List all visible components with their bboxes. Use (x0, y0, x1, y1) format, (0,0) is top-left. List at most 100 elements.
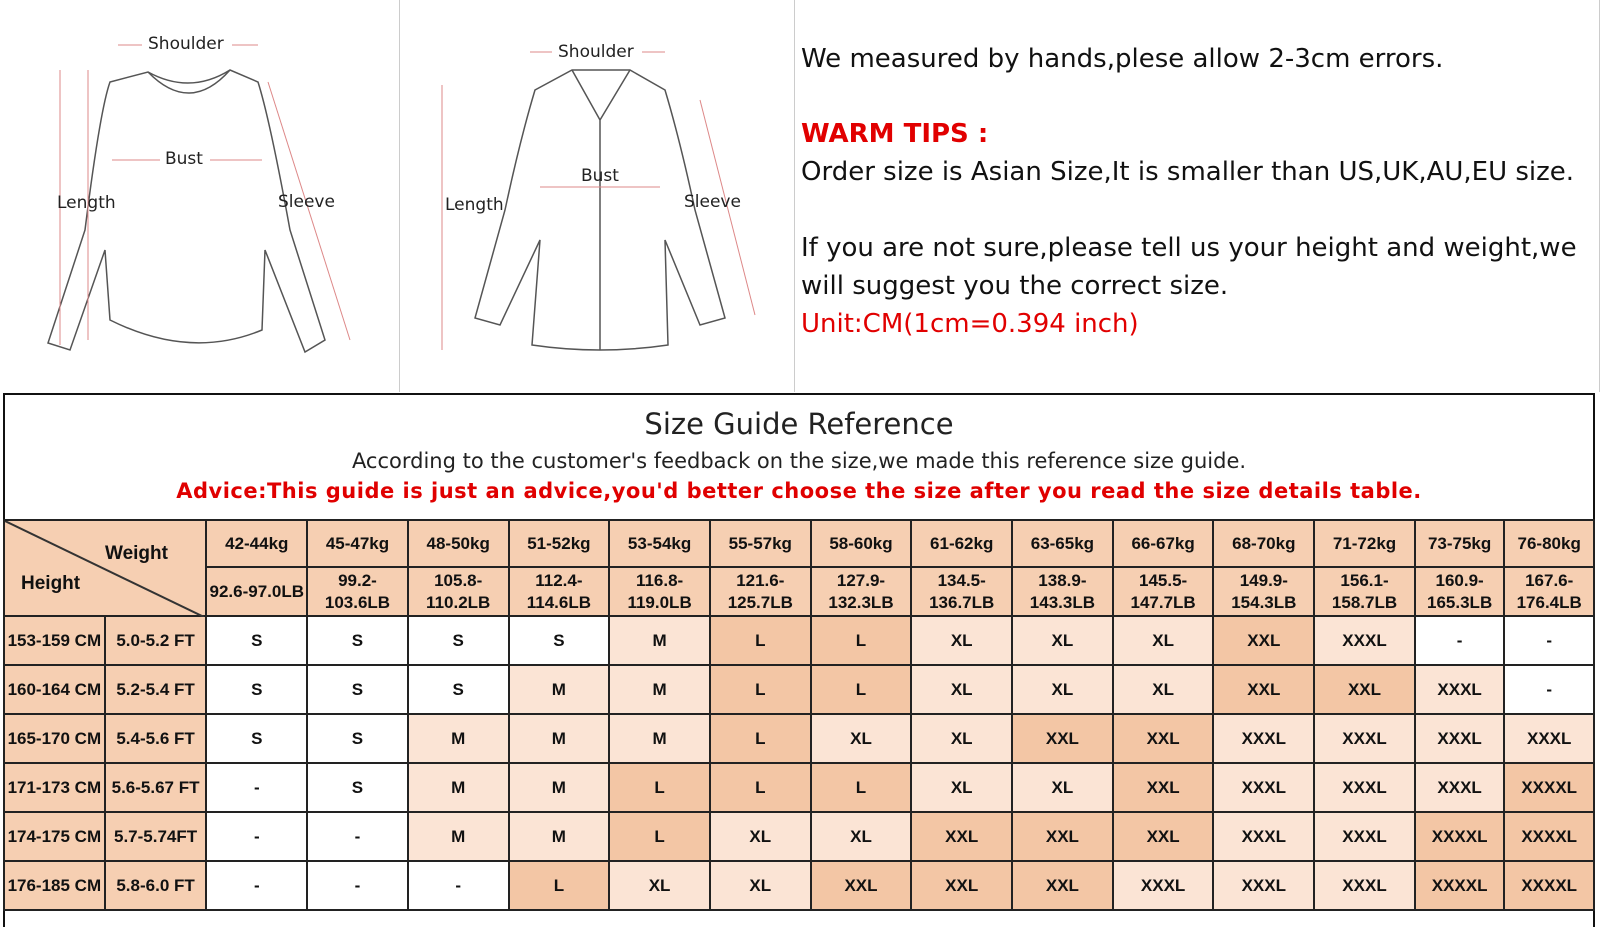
size-cell: XL (910, 664, 1014, 715)
size-cell: L (708, 615, 812, 666)
size-cell: - (306, 860, 409, 911)
height-cm: 171-173 CM (3, 762, 106, 813)
size-cell: L (809, 615, 913, 666)
weight-corner-label: Weight (105, 543, 168, 564)
unit-note: Unit:CM(1cm=0.394 inch) (801, 309, 1139, 339)
height-ft: 5.4-5.6 FT (103, 713, 208, 764)
size-cell: XXL (910, 860, 1014, 911)
bust-label: Bust (581, 166, 619, 186)
size-cell: M (608, 664, 711, 715)
size-cell: XXL (1212, 664, 1316, 715)
weight-lb-header: 134.5-136.7LB (910, 566, 1014, 617)
corner-header: Weight Height (2, 519, 208, 617)
size-cell: XXL (910, 811, 1014, 862)
order-size-note: Order size is Asian Size,It is smaller t… (801, 157, 1575, 187)
size-cell: S (205, 713, 309, 764)
size-cell: M (608, 713, 711, 764)
size-cell: L (809, 762, 913, 813)
size-cell: - (205, 762, 309, 813)
weight-kg-header: 53-54kg (608, 519, 711, 568)
weight-kg-header: 45-47kg (306, 519, 409, 568)
size-cell: L (608, 762, 711, 813)
tshirt-illustration: Shoulder Bust Length Sleeve (47, 32, 351, 354)
weight-lb-header: 105.8-110.2LB (406, 566, 510, 617)
weight-kg-header: 55-57kg (708, 519, 812, 568)
weight-lb-header: 160.9-165.3LB (1413, 566, 1506, 617)
size-cell: - (306, 811, 409, 862)
table-row: 153-159 CM 5.0-5.2 FT S S S S M L L XL XL XL XXL XXXL… (3, 615, 1595, 666)
weight-kg-header: 71-72kg (1313, 519, 1416, 568)
height-ft: 5.2-5.4 FT (103, 664, 208, 715)
shoulder-label: Shoulder (558, 42, 634, 62)
size-cell: XL (708, 860, 812, 911)
length-label: Length (57, 193, 116, 213)
height-cm: 176-185 CM (3, 860, 106, 911)
weight-lb-header: 116.8-119.0LB (608, 566, 711, 617)
shoulder-label: Shoulder (148, 34, 224, 54)
size-cell: XXXL (1212, 762, 1316, 813)
table-row: 176-185 CM 5.8-6.0 FT - - - L XL XL XXL XXL XXL XXX… (3, 860, 1595, 911)
size-cell: XXXL (1313, 860, 1416, 911)
size-cell: XXXL (1413, 713, 1506, 764)
weight-lb-header: 167.6-176.4LB (1503, 566, 1595, 617)
weight-lb-header: 112.4-114.6LB (507, 566, 611, 617)
weight-kg-header: 63-65kg (1011, 519, 1114, 568)
size-cell: M (406, 811, 510, 862)
size-cell: M (406, 762, 510, 813)
size-cell: XL (1111, 664, 1215, 715)
size-cell: L (507, 860, 611, 911)
size-cell: - (406, 860, 510, 911)
guide-advice: Advice:This guide is just an advice,you'… (176, 479, 1422, 503)
size-cell: XXXL (1313, 615, 1416, 666)
size-cell: M (507, 811, 611, 862)
weight-lb-header: 149.9-154.3LB (1212, 566, 1316, 617)
size-cell: XL (809, 713, 913, 764)
weight-kg-header: 76-80kg (1503, 519, 1595, 568)
size-cell: XL (1011, 762, 1114, 813)
size-cell: XL (608, 860, 711, 911)
size-cell: XXXL (1313, 713, 1416, 764)
height-ft: 5.6-5.67 FT (103, 762, 208, 813)
size-cell: M (608, 615, 711, 666)
height-corner-label: Height (21, 573, 81, 594)
size-cell: XXXXL (1413, 811, 1506, 862)
table-row: 171-173 CM 5.6-5.67 FT - S M M L L L XL XL XXL XXXL X… (3, 762, 1595, 813)
size-cell: XXL (1212, 615, 1316, 666)
size-cell: L (608, 811, 711, 862)
size-cell: XXL (1011, 713, 1114, 764)
measure-note: We measured by hands,plese allow 2-3cm e… (801, 44, 1444, 74)
table-row: 174-175 CM 5.7-5.74FT - - M M L XL XL XXL XXL XXL XX… (3, 811, 1595, 862)
size-cell: XXXL (1503, 713, 1595, 764)
size-cell: - (205, 860, 309, 911)
size-cell: XXXXL (1503, 811, 1595, 862)
weight-lb-header: 138.9-143.3LB (1011, 566, 1114, 617)
weight-lb-header: 145.5-147.7LB (1111, 566, 1215, 617)
size-cell: S (306, 615, 409, 666)
size-cell: XXL (1313, 664, 1416, 715)
height-cm: 174-175 CM (3, 811, 106, 862)
weight-kg-header: 68-70kg (1212, 519, 1316, 568)
size-cell: XXL (809, 860, 913, 911)
weight-lb-header: 121.6-125.7LB (708, 566, 812, 617)
size-cell: S (306, 713, 409, 764)
size-cell: S (306, 664, 409, 715)
size-cell: XL (708, 811, 812, 862)
weight-kg-header: 58-60kg (809, 519, 913, 568)
guide-subtitle: According to the customer's feedback on … (351, 449, 1247, 473)
size-cell: XXL (1111, 762, 1215, 813)
bust-label: Bust (165, 149, 203, 169)
weight-kg-header: 61-62kg (910, 519, 1014, 568)
size-cell: XXXL (1212, 811, 1316, 862)
size-cell: S (406, 615, 510, 666)
size-cell: XXL (1111, 713, 1215, 764)
size-cell: L (708, 664, 812, 715)
size-cell: S (406, 664, 510, 715)
height-cm: 153-159 CM (3, 615, 106, 666)
weight-kg-header: 66-67kg (1111, 519, 1215, 568)
shirt-illustration: Shoulder Bust Length Sleeve (441, 40, 756, 351)
size-cell: XXXL (1212, 713, 1316, 764)
size-table: Weight Height 42-44kg 45-47kg 48-50kg 51-52kg… (2, 519, 1595, 911)
size-cell: - (205, 811, 309, 862)
size-cell: XXXXL (1503, 762, 1595, 813)
weight-kg-header: 42-44kg (205, 519, 309, 568)
